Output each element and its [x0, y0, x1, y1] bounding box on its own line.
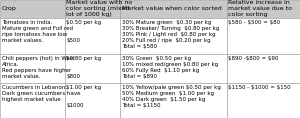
Bar: [0, 54, 64, 83]
Text: $0.50 per kg


$500: $0.50 per kg $500: [67, 20, 102, 43]
Bar: [226, 0, 300, 18]
Text: 10% Yellow/pale green $0.50 per kg
50% Medium green  $1.00 per kg
40% Dark green: 10% Yellow/pale green $0.50 per kg 50% M…: [122, 85, 221, 108]
Text: $0.80 per kg


$800: $0.80 per kg $800: [67, 56, 102, 79]
Text: Relative increase in
market value due to
color sorting: Relative increase in market value due to…: [229, 0, 292, 17]
Bar: [64, 18, 120, 54]
Bar: [0, 18, 64, 54]
Text: $890 -$800 = $90: $890 -$800 = $90: [229, 56, 279, 61]
Text: 30% Green  $0.50 per kg
10% mixed red/green $0.80 per kg
60% Fully Red  $1.10 pe: 30% Green $0.50 per kg 10% mixed red/gre…: [122, 56, 218, 79]
Text: Cucumbers in Lebanon.
Dark green cucumbers have
highest market value: Cucumbers in Lebanon. Dark green cucumbe…: [2, 85, 80, 102]
Bar: [64, 0, 120, 18]
Bar: [0, 0, 64, 18]
Bar: [120, 18, 226, 54]
Text: Crop: Crop: [2, 6, 17, 11]
Bar: [226, 18, 300, 54]
Bar: [64, 54, 120, 83]
Bar: [226, 54, 300, 83]
Text: $1.00 per kg


$1000: $1.00 per kg $1000: [67, 85, 102, 108]
Bar: [0, 83, 64, 118]
Text: Market value when color sorted: Market value when color sorted: [122, 6, 222, 11]
Text: $580 - $500 = $80: $580 - $500 = $80: [229, 20, 280, 25]
Text: Tomatoes in India.
Mature green and Full red
ripe tomatoes have low
market value: Tomatoes in India. Mature green and Full…: [2, 20, 73, 43]
Text: Chili peppers (hot) in West
Africa.
Red peppers have higher
market value.: Chili peppers (hot) in West Africa. Red …: [2, 56, 75, 79]
Text: 30% Mature green  $0.30 per kg
30% Breaker/ Turning  $0.80 per kg
30% Pink / Lig: 30% Mature green $0.30 per kg 30% Breake…: [122, 20, 219, 49]
Bar: [120, 83, 226, 118]
Text: $1150 - $1000 = $150: $1150 - $1000 = $150: [229, 85, 291, 90]
Bar: [226, 83, 300, 118]
Bar: [120, 54, 226, 83]
Text: Market value with no
color sorting (mixed
lot of 1000 kg): Market value with no color sorting (mixe…: [67, 0, 133, 17]
Bar: [120, 0, 226, 18]
Bar: [64, 83, 120, 118]
